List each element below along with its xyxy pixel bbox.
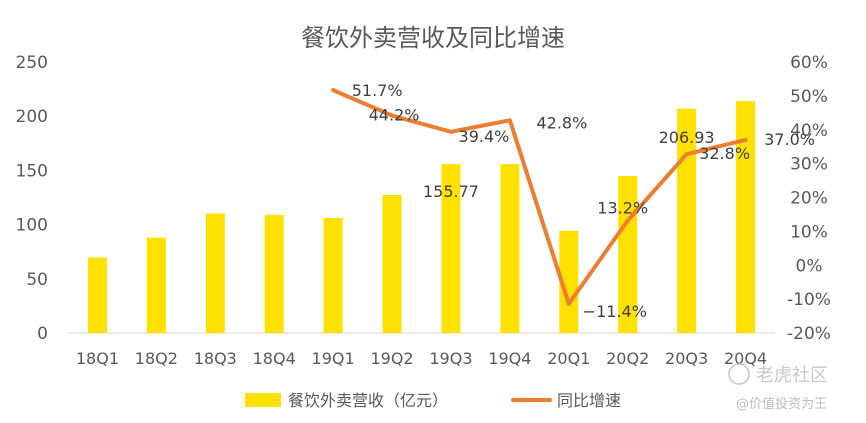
data-labels: 155.77 206.93 51.7% 44.2% 39.4% 42.8% −11.4% 13… <box>352 81 815 321</box>
line-series <box>331 88 748 306</box>
right-tick-label: 40% <box>790 121 828 141</box>
x-tick-label: 18Q3 <box>194 349 237 368</box>
right-tick-label: 60% <box>790 53 828 73</box>
x-tick-label: 18Q4 <box>253 349 296 368</box>
bar <box>736 101 756 333</box>
right-tick-label: 20% <box>790 189 828 209</box>
x-tick-label: 19Q4 <box>488 349 531 368</box>
right-tick-label: -10% <box>787 290 831 310</box>
bar-value-label: 155.77 <box>423 182 479 201</box>
bar <box>146 237 166 333</box>
left-tick-label: 250 <box>16 53 48 73</box>
line-value-label: 39.4% <box>459 127 510 146</box>
right-tick-label: 10% <box>790 222 828 242</box>
bar-value-label: 206.93 <box>659 128 715 147</box>
right-axis-ticks: -20% -10% 0% 10% 20% 30% 40% 50% 60% <box>787 53 831 344</box>
right-tick-label: -20% <box>787 324 831 344</box>
watermark: 老虎社区 @价值投资为王 <box>728 363 828 412</box>
legend: 餐饮外卖营收（亿元） 同比增速 <box>245 391 621 410</box>
bar <box>441 164 461 333</box>
right-tick-label: 50% <box>790 87 828 107</box>
left-tick-label: 100 <box>16 216 48 236</box>
bar <box>205 213 225 333</box>
bar <box>382 195 402 333</box>
bar <box>87 257 107 333</box>
watermark-brand: 老虎社区 <box>756 365 828 386</box>
legend-label-growth: 同比增速 <box>557 391 621 410</box>
line-value-label: 13.2% <box>597 199 648 218</box>
bar <box>677 108 697 333</box>
x-axis-ticks: 18Q1 18Q2 18Q3 18Q4 19Q1 19Q2 19Q3 19Q4 20Q1 20Q2… <box>76 349 767 368</box>
right-tick-label: 0% <box>796 256 823 276</box>
bar <box>264 215 284 333</box>
x-tick-label: 20Q1 <box>547 349 590 368</box>
tiger-logo-icon <box>728 363 750 385</box>
x-tick-label: 18Q1 <box>76 349 119 368</box>
legend-label-revenue: 餐饮外卖营收（亿元） <box>288 391 448 410</box>
left-tick-label: 0 <box>37 324 48 344</box>
line-value-label: 44.2% <box>369 106 420 125</box>
x-tick-label: 19Q2 <box>370 349 413 368</box>
legend-swatch-revenue <box>245 393 281 407</box>
line-value-label: −11.4% <box>583 302 647 321</box>
left-tick-label: 150 <box>16 161 48 181</box>
left-tick-label: 50 <box>26 270 48 290</box>
bar <box>559 230 579 333</box>
x-tick-label: 18Q2 <box>135 349 178 368</box>
x-tick-label: 19Q1 <box>312 349 355 368</box>
right-tick-label: 30% <box>790 155 828 175</box>
bar-series <box>87 101 756 333</box>
line-value-label: 51.7% <box>352 81 403 100</box>
watermark-handle: @价值投资为王 <box>736 396 827 412</box>
chart-title: 餐饮外卖营收及同比增速 <box>301 24 565 52</box>
bar <box>323 217 343 333</box>
x-tick-label: 20Q2 <box>606 349 649 368</box>
line-value-label: 37.0% <box>764 130 815 149</box>
growth-line <box>331 88 748 306</box>
left-axis-ticks: 0 50 100 150 200 250 <box>16 53 48 344</box>
line-value-label: 32.8% <box>699 144 750 163</box>
x-tick-label: 20Q3 <box>665 349 708 368</box>
left-tick-label: 200 <box>16 107 48 127</box>
bar <box>500 164 520 333</box>
x-tick-label: 19Q3 <box>429 349 472 368</box>
x-tick-label: 20Q4 <box>724 349 767 368</box>
line-value-label: 42.8% <box>536 113 587 132</box>
